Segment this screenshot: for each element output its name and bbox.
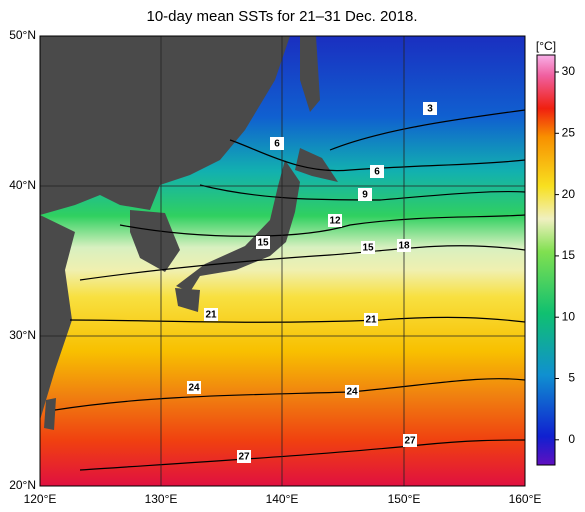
contour-label: 6 [374,167,380,178]
colorbar-tick-label: 30 [562,64,576,78]
lon-label: 160°E [509,492,542,506]
contour-label: 21 [365,315,377,326]
contour-label: 27 [404,436,416,447]
colorbar-tick-label: 5 [568,371,575,385]
contour-label-box [423,102,437,115]
contour-label-box [187,381,201,394]
map-frame [39,35,526,487]
lat-label: 30°N [9,328,36,342]
contour-label-box [370,165,384,178]
lon-label: 150°E [388,492,421,506]
contour-label-box [345,385,359,398]
contour-label-box [397,239,411,252]
contour-label-box [361,241,375,254]
contour-label-box [403,434,417,447]
graticule [40,36,525,486]
contour-label: 3 [427,104,433,115]
contour-label-box [364,313,378,326]
colorbar-tick-label: 25 [562,125,576,139]
contour-label-box [237,450,251,463]
lon-label: 120°E [24,492,57,506]
contour-label: 24 [188,383,200,394]
colorbar-tick-label: 10 [562,309,576,323]
contour-label: 15 [362,243,374,254]
contour-label-box [256,236,270,249]
lat-label: 20°N [9,478,36,492]
title: 10-day mean SSTs for 21–31 Dec. 2018. [147,8,418,25]
colorbar [536,54,556,466]
lon-label: 140°E [266,492,299,506]
land [40,36,338,430]
colorbar-tick-label: 20 [562,187,576,201]
contour-label: 9 [362,190,368,201]
contours [54,109,526,471]
contour-label: 18 [398,241,410,252]
contour-label-box [328,214,342,227]
contour-label-box [204,308,218,321]
contour-label: 21 [205,310,217,321]
lat-label: 40°N [9,178,36,192]
contour-label-box [358,188,372,201]
contour-label: 27 [238,452,250,463]
contour-label-box [270,137,284,150]
contour-label: 12 [329,216,341,227]
colorbar-unit: [°C] [536,39,556,53]
contour-label: 24 [346,387,358,398]
contour-label: 15 [257,238,269,249]
lat-label: 50°N [9,28,36,42]
colorbar-tick-label: 15 [562,248,576,262]
colorbar-tick-label: 0 [568,432,575,446]
lon-label: 130°E [145,492,178,506]
contour-label: 6 [274,139,280,150]
